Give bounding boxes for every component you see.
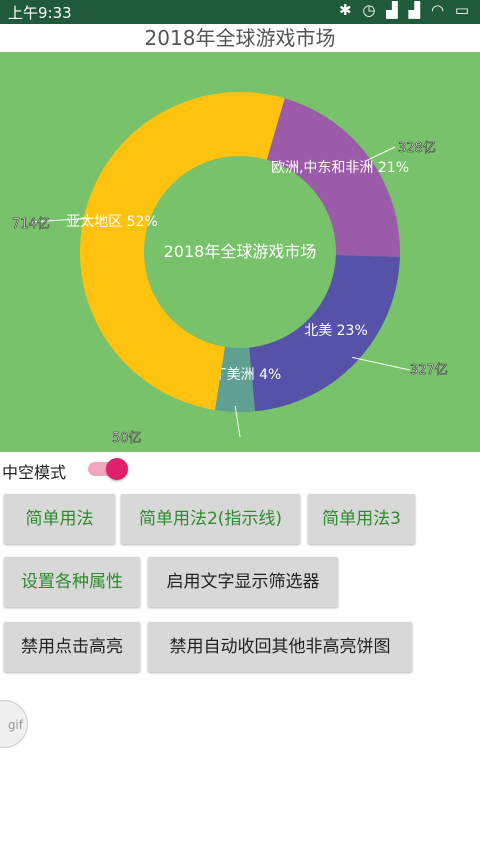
wifi-icon: ◠ bbox=[430, 1, 448, 19]
callout-line bbox=[364, 146, 396, 162]
slice-percent-label: 欧洲,中东和非洲 21% bbox=[271, 160, 409, 176]
set-properties-button[interactable]: 设置各种属性 bbox=[4, 557, 140, 607]
pie-slice[interactable] bbox=[249, 255, 400, 412]
pie-slice[interactable] bbox=[79, 91, 285, 411]
simple-usage-button[interactable]: 简单用法 bbox=[4, 494, 115, 544]
slice-value-label: 327亿 bbox=[410, 363, 448, 378]
simple-usage-2-button[interactable]: 简单用法2(指示线) bbox=[121, 494, 300, 544]
callout-line bbox=[29, 217, 90, 223]
enable-text-filter-button[interactable]: 启用文字显示筛选器 bbox=[148, 557, 338, 607]
callout-line bbox=[234, 405, 241, 438]
signal-icon: ▟ bbox=[408, 1, 424, 19]
hollow-mode-label: 中空模式 bbox=[2, 463, 67, 482]
disable-click-highlight-button[interactable]: 禁用点击高亮 bbox=[4, 622, 140, 672]
pie-chart[interactable]: 328亿 欧洲,中东和非洲 21% 327亿 北美 23% 50亿 拉丁美洲 4% 714亿… bbox=[0, 52, 480, 452]
slice-value-label: 328亿 bbox=[398, 141, 436, 156]
hollow-mode-switch[interactable] bbox=[88, 458, 132, 480]
slice-percent-label: 亚太地区 52% bbox=[66, 214, 158, 230]
disable-auto-collapse-button[interactable]: 禁用自动收回其他非高亮饼图 bbox=[148, 622, 412, 672]
slice-value-label: 50亿 bbox=[112, 431, 142, 446]
simple-usage-3-button[interactable]: 简单用法3 bbox=[308, 494, 415, 544]
status-icons: ✱ ◷ ▟ ▟ ◠ ▭ bbox=[339, 1, 472, 19]
pie-slice[interactable] bbox=[214, 346, 256, 413]
alarm-icon: ◷ bbox=[362, 1, 379, 19]
page-title: 2018年全球游戏市场 bbox=[144, 26, 336, 50]
switch-thumb bbox=[106, 458, 128, 480]
donut-center-text: 2018年全球游戏市场 bbox=[164, 242, 317, 261]
pie-slice[interactable] bbox=[266, 98, 400, 258]
slice-value-label: 714亿 bbox=[12, 217, 50, 232]
bluetooth-icon: ✱ bbox=[339, 1, 355, 19]
callout-line bbox=[352, 356, 411, 371]
battery-icon: ▭ bbox=[454, 1, 472, 19]
gif-badge: gif bbox=[0, 700, 28, 748]
status-bar: 上午9:33 ✱ ◷ ▟ ▟ ◠ ▭ bbox=[0, 0, 480, 24]
slice-percent-label: 北美 23% bbox=[304, 323, 368, 339]
status-time: 上午9:33 bbox=[8, 4, 72, 22]
hollow-mode-row: 中空模式 bbox=[0, 452, 480, 486]
signal-icon: ▟ bbox=[386, 1, 401, 19]
